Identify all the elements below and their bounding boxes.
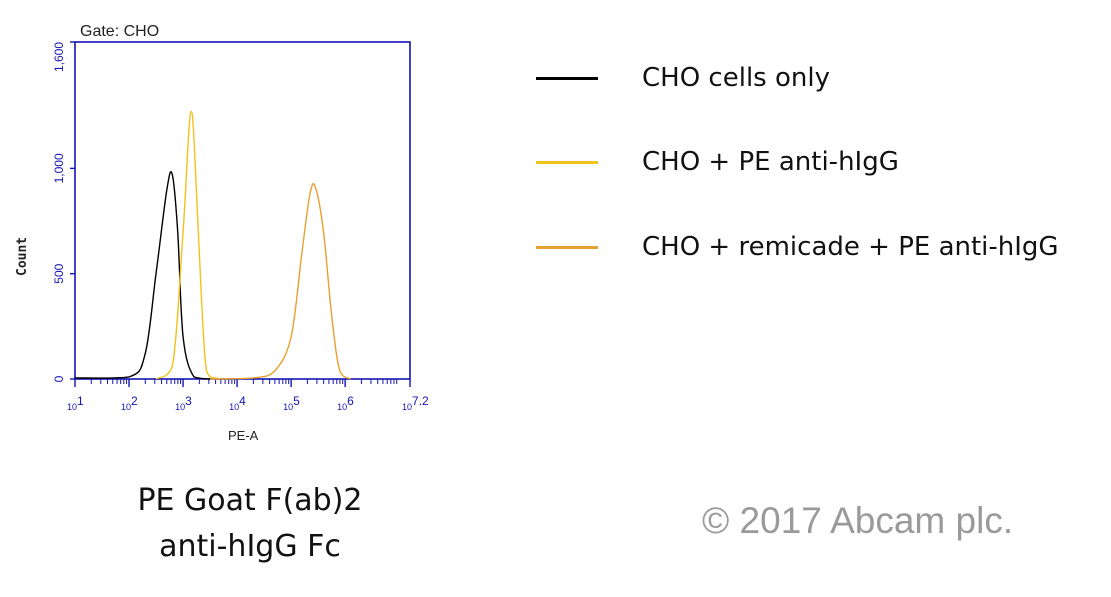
y-axis-label: Count <box>15 237 30 276</box>
y-tick-label: 0 <box>52 375 66 382</box>
y-tick-label: 1,600 <box>52 42 66 72</box>
histogram-series-line <box>155 110 227 380</box>
legend-label: CHO + PE anti-hIgG <box>642 147 899 177</box>
x-tick-label: 103 <box>175 394 192 412</box>
x-tick-label: 102 <box>121 394 138 412</box>
legend-label: CHO + remicade + PE anti-hIgG <box>642 232 1059 262</box>
x-tick-label: 106 <box>337 394 354 412</box>
legend-swatch <box>536 245 598 249</box>
histogram-series-line <box>210 182 352 380</box>
legend-item: CHO + PE anti-hIgG <box>536 142 899 182</box>
figure-caption: PE Goat F(ab)2 anti-hIgG Fc <box>80 478 420 570</box>
copyright-notice: © 2017 Abcam plc. <box>702 500 1014 541</box>
legend-item: CHO + remicade + PE anti-hIgG <box>536 227 1059 267</box>
x-tick-label: 101 <box>67 394 84 412</box>
x-tick-label: 107.2 <box>402 394 429 412</box>
plot-frame <box>74 41 411 380</box>
histogram-chart: Gate: CHO PE-A Count 0 500 1,000 1,600 101 1… <box>15 23 429 443</box>
legend-swatch <box>536 160 598 164</box>
caption-line-2: anti-hIgG Fc <box>159 529 341 564</box>
legend-swatch <box>536 76 598 80</box>
x-tick-label: 105 <box>283 394 300 412</box>
x-tick-label: 104 <box>229 394 246 412</box>
legend-label: CHO cells only <box>642 63 830 93</box>
caption-line-1: PE Goat F(ab)2 <box>137 483 363 518</box>
histogram-series-line <box>74 171 211 380</box>
legend-item: CHO cells only <box>536 58 830 98</box>
gate-label: Gate: CHO <box>80 23 159 40</box>
x-axis-label: PE-A <box>228 428 259 443</box>
y-tick-label: 500 <box>52 263 66 283</box>
y-tick-label: 1,000 <box>52 153 66 183</box>
